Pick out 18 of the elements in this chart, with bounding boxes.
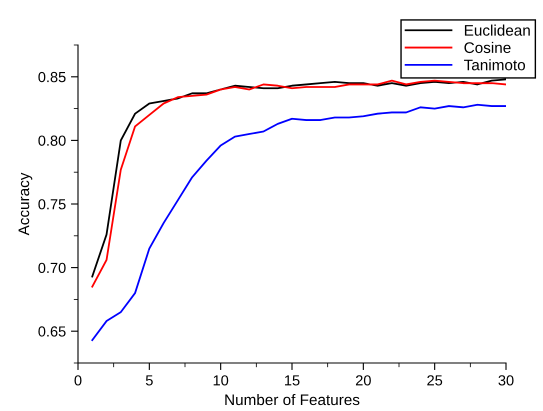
x-tick-label: 10 <box>214 375 228 386</box>
y-axis-title: Accuracy <box>18 172 32 236</box>
x-axis-title: Number of Features <box>225 394 360 406</box>
legend-label: Cosine <box>464 42 511 54</box>
x-tick-label: 20 <box>356 375 371 386</box>
line-series <box>91 104 506 342</box>
y-tick-label: 0.70 <box>38 262 66 274</box>
y-tick-label: 0.85 <box>38 72 66 82</box>
legend-label: Euclidean <box>464 24 530 36</box>
x-tick-label: 15 <box>285 375 300 386</box>
x-tick-label: 5 <box>146 375 153 386</box>
y-tick-label: 0.65 <box>38 326 66 337</box>
x-tick-label: 30 <box>498 375 514 386</box>
y-tick-label: 0.75 <box>38 199 66 210</box>
x-tick-label: 0 <box>74 375 82 386</box>
x-tick-label: 25 <box>427 375 442 386</box>
y-tick-label: 0.80 <box>38 136 66 146</box>
legend-label: Tanimoto <box>464 59 526 70</box>
